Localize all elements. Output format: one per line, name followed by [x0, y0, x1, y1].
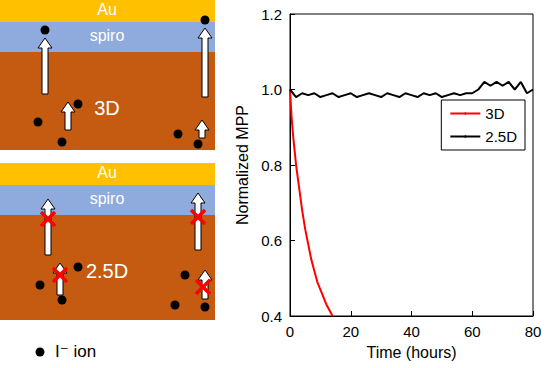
- svg-text:Au: Au: [97, 1, 117, 18]
- svg-text:Normalized MPP: Normalized MPP: [234, 105, 251, 225]
- svg-text:80: 80: [525, 323, 542, 340]
- svg-text:20: 20: [342, 323, 359, 340]
- svg-text:Time (hours): Time (hours): [366, 344, 456, 361]
- svg-text:2.5D: 2.5D: [86, 260, 128, 282]
- svg-text:0: 0: [286, 323, 294, 340]
- svg-text:spiro: spiro: [90, 190, 125, 207]
- svg-text:3D: 3D: [94, 97, 120, 119]
- svg-text:60: 60: [464, 323, 481, 340]
- svg-text:spiro: spiro: [90, 27, 125, 44]
- svg-text:I⁻ ion: I⁻ ion: [55, 342, 96, 361]
- svg-text:40: 40: [403, 323, 420, 340]
- svg-text:0.8: 0.8: [261, 157, 282, 174]
- svg-text:0.6: 0.6: [261, 232, 282, 249]
- svg-text:0.4: 0.4: [261, 308, 282, 325]
- svg-text:1.2: 1.2: [261, 6, 282, 23]
- svg-text:Au: Au: [97, 164, 117, 181]
- svg-text:3D: 3D: [485, 105, 504, 122]
- svg-text:1.0: 1.0: [261, 81, 282, 98]
- svg-text:2.5D: 2.5D: [485, 128, 517, 145]
